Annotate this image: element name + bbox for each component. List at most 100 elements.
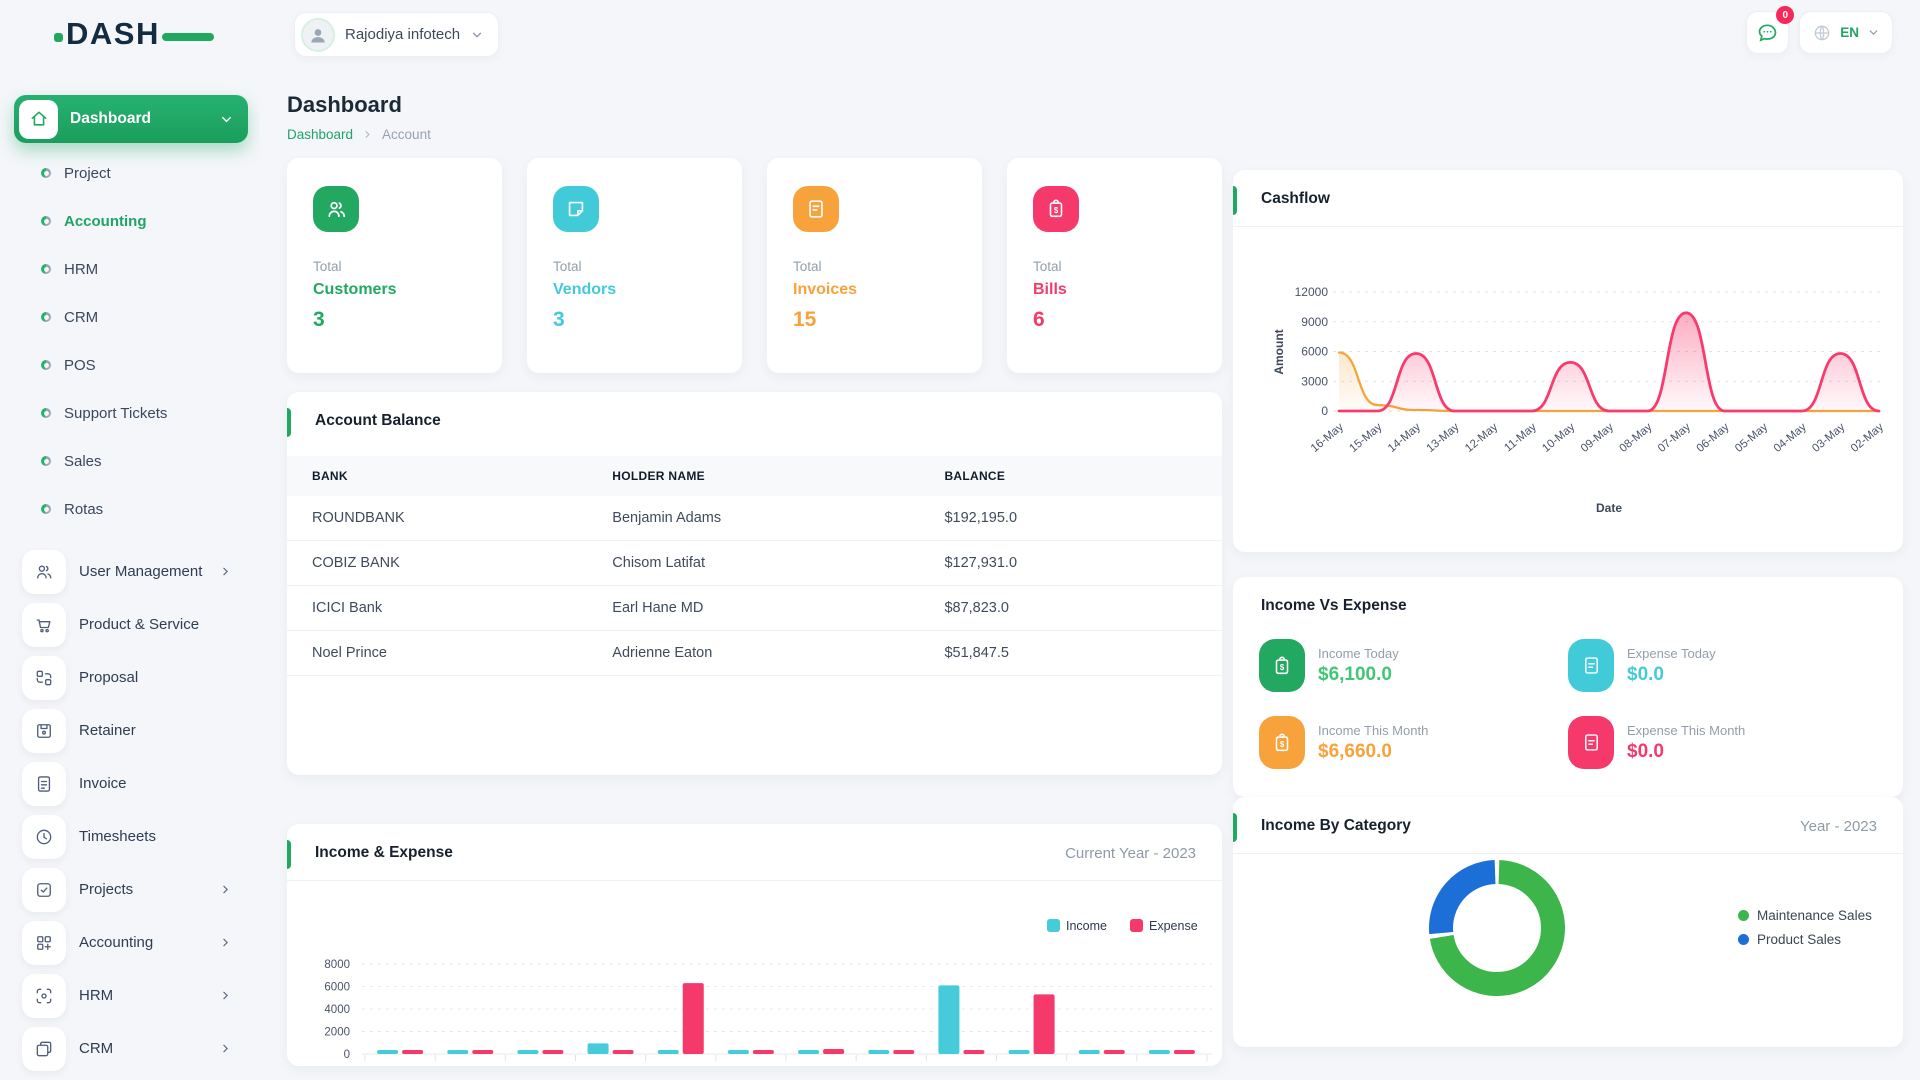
card-title: Account Balance bbox=[315, 412, 441, 429]
sidebar-item-timesheets[interactable]: Timesheets bbox=[14, 810, 248, 863]
tile-value: $0.0 bbox=[1627, 663, 1664, 685]
svg-text:Date: Date bbox=[1596, 501, 1622, 515]
income-expense-bar-chart: 0 2000 4000 6000 8000 Income Expense bbox=[324, 919, 1212, 1061]
stat-card-vendors[interactable]: Total Vendors 3 bbox=[527, 158, 742, 373]
file-icon bbox=[1568, 716, 1614, 769]
balance-cell: $51,847.5 bbox=[944, 645, 1009, 661]
sidebar-item-label: Rotas bbox=[64, 500, 104, 518]
svg-text:03-May: 03-May bbox=[1810, 421, 1847, 455]
chevron-right-icon bbox=[365, 131, 370, 138]
stat-prefix: Total bbox=[1033, 259, 1062, 274]
expense-this-month-tile: Expense This Month $0.0 bbox=[1568, 716, 1877, 769]
column-header: BANK bbox=[312, 469, 348, 483]
svg-text:11-May: 11-May bbox=[1502, 421, 1539, 454]
svg-text:12000: 12000 bbox=[1295, 285, 1329, 299]
sidebar-item-pos[interactable]: POS bbox=[14, 341, 248, 389]
svg-text:6000: 6000 bbox=[1301, 345, 1328, 359]
file-icon bbox=[1568, 639, 1614, 692]
chat-icon bbox=[1758, 24, 1777, 42]
main-content: Dashboard Dashboard Account Total Custom… bbox=[260, 70, 1920, 1080]
svg-text:Amount: Amount bbox=[1272, 329, 1286, 374]
sidebar-item-crm-module[interactable]: CRM bbox=[14, 1022, 248, 1075]
sidebar-item-label: Product & Service bbox=[79, 616, 200, 633]
sidebar-item-projects[interactable]: Projects bbox=[14, 863, 248, 916]
sidebar-item-hrm-module[interactable]: HRM bbox=[14, 969, 248, 1022]
breadcrumb-current: Account bbox=[382, 127, 431, 142]
dashboard-submenu: Project Accounting HRM CRM POS Support T… bbox=[14, 149, 248, 533]
stat-card-invoices[interactable]: Total Invoices 15 bbox=[767, 158, 982, 373]
workspace-selector[interactable]: Rajodiya infotech bbox=[294, 12, 500, 57]
account-balance-card: Account Balance BANK HOLDER NAME BALANCE… bbox=[287, 392, 1222, 775]
svg-text:08-May: 08-May bbox=[1617, 421, 1654, 455]
chevron-right-icon bbox=[223, 567, 228, 576]
language-selector[interactable]: EN bbox=[1799, 11, 1893, 54]
sidebar-item-retainer[interactable]: Retainer bbox=[14, 704, 248, 757]
svg-text:16-May: 16-May bbox=[1309, 421, 1346, 455]
invoice-icon bbox=[793, 186, 839, 232]
clock-icon bbox=[22, 814, 66, 859]
sidebar-item-product-service[interactable]: Product & Service bbox=[14, 598, 248, 651]
svg-text:07-May: 07-May bbox=[1656, 421, 1693, 455]
svg-text:4000: 4000 bbox=[324, 1004, 350, 1016]
sidebar-item-project[interactable]: Project bbox=[14, 149, 248, 197]
page-title: Dashboard bbox=[287, 92, 402, 117]
stat-name: Bills bbox=[1033, 281, 1067, 298]
windows-icon bbox=[22, 1026, 66, 1071]
income-this-month-tile: $ Income This Month $6,660.0 bbox=[1259, 716, 1568, 769]
sidebar-item-label: POS bbox=[64, 356, 96, 374]
stat-card-customers[interactable]: Total Customers 3 bbox=[287, 158, 502, 373]
income-today-tile: $ Income Today $6,100.0 bbox=[1259, 639, 1568, 692]
holder-cell: Earl Hane MD bbox=[612, 600, 704, 616]
cashflow-card: Cashflow 0 3000 6000 9000 12000 16-May 15-May 1… bbox=[1233, 170, 1903, 552]
breadcrumb-root-link[interactable]: Dashboard bbox=[287, 127, 354, 142]
stat-card-bills[interactable]: $ Total Bills 6 bbox=[1007, 158, 1222, 373]
sidebar-item-accounting-module[interactable]: Accounting bbox=[14, 916, 248, 969]
bullet-icon bbox=[41, 168, 51, 178]
svg-text:14-May: 14-May bbox=[1386, 421, 1423, 455]
sidebar-item-rotas[interactable]: Rotas bbox=[14, 485, 248, 533]
sidebar-item-label: Project bbox=[64, 164, 111, 182]
svg-text:13-May: 13-May bbox=[1425, 421, 1462, 455]
chevron-right-icon bbox=[223, 885, 228, 894]
bank-cell: ROUNDBANK bbox=[312, 510, 405, 526]
card-title: Income Vs Expense bbox=[1261, 597, 1407, 614]
tile-label: Expense Today bbox=[1627, 645, 1716, 661]
sidebar-item-label: CRM bbox=[64, 308, 99, 326]
sidebar-item-hrm[interactable]: HRM bbox=[14, 245, 248, 293]
svg-text:06-May: 06-May bbox=[1695, 421, 1732, 455]
accent-bar bbox=[1233, 813, 1237, 842]
bullet-icon bbox=[41, 312, 51, 322]
stat-prefix: Total bbox=[793, 259, 822, 274]
sidebar-item-user-management[interactable]: User Management bbox=[14, 545, 248, 598]
tile-label: Income Today bbox=[1318, 645, 1399, 661]
accent-bar bbox=[287, 840, 291, 869]
breadcrumb: Dashboard Account bbox=[287, 127, 1903, 142]
sidebar-item-dashboard[interactable]: Dashboard bbox=[14, 95, 248, 143]
income-expense-card: Income & Expense Current Year - 2023 0 20… bbox=[287, 824, 1222, 1066]
table-row: ROUNDBANK Benjamin Adams $192,195.0 bbox=[287, 496, 1222, 541]
sidebar-item-crm[interactable]: CRM bbox=[14, 293, 248, 341]
accent-bar bbox=[1233, 186, 1237, 215]
modules-menu: User Management Product & Service Propos… bbox=[14, 545, 248, 1075]
holder-cell: Chisom Latifat bbox=[612, 555, 705, 571]
note-icon bbox=[553, 186, 599, 232]
clipboard-dollar-icon: $ bbox=[1259, 716, 1305, 769]
table-row: Noel Prince Adrienne Eaton $51,847.5 bbox=[287, 631, 1222, 676]
sidebar-item-sales[interactable]: Sales bbox=[14, 437, 248, 485]
sidebar-item-accounting[interactable]: Accounting bbox=[14, 197, 248, 245]
svg-text:12-May: 12-May bbox=[1463, 421, 1500, 455]
bullet-icon bbox=[41, 360, 51, 370]
stat-value: 6 bbox=[1033, 308, 1045, 331]
messages-button[interactable]: 0 bbox=[1746, 6, 1795, 54]
stat-name: Customers bbox=[313, 281, 397, 298]
sidebar-item-invoice[interactable]: Invoice bbox=[14, 757, 248, 810]
sidebar-item-label: Proposal bbox=[79, 669, 139, 686]
legend-label: Maintenance Sales bbox=[1757, 908, 1872, 923]
svg-text:9000: 9000 bbox=[1301, 315, 1328, 329]
card-title: Income & Expense bbox=[315, 844, 453, 861]
bank-cell: COBIZ BANK bbox=[312, 555, 400, 571]
column-header: BALANCE bbox=[944, 469, 1006, 483]
sidebar-item-proposal[interactable]: Proposal bbox=[14, 651, 248, 704]
svg-text:6000: 6000 bbox=[324, 982, 350, 994]
sidebar-item-support-tickets[interactable]: Support Tickets bbox=[14, 389, 248, 437]
